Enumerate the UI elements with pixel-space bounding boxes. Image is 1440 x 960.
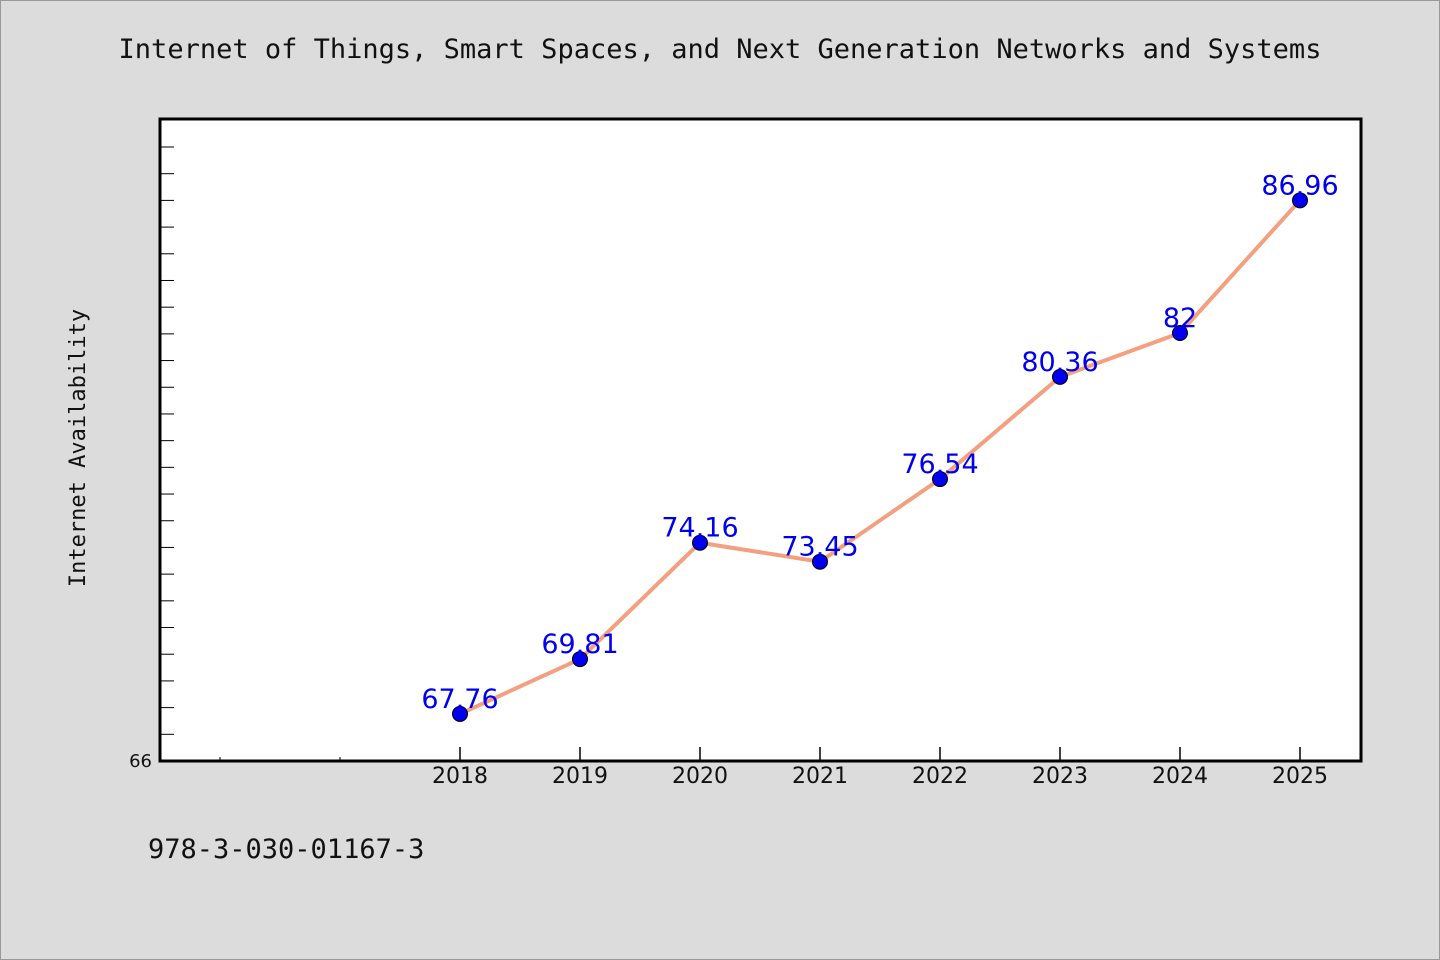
data-point xyxy=(932,471,948,488)
x-axis-tick-labels: 2018 2019 2020 2021 2022 2023 2024 2025 xyxy=(432,764,1328,789)
plot-area xyxy=(158,117,1363,763)
data-point xyxy=(1052,368,1068,385)
x-tick-label: 2020 xyxy=(672,764,728,789)
data-label: 74.16 xyxy=(661,513,738,544)
data-point xyxy=(572,651,588,668)
data-point xyxy=(692,534,708,551)
series-line xyxy=(458,198,1302,716)
chart-title: Internet of Things, Smart Spaces, and Ne… xyxy=(118,34,1322,65)
x-tick-label: 2023 xyxy=(1032,764,1088,789)
footnote-isbn: 978-3-030-01167-3 xyxy=(148,834,425,865)
data-label: 67.76 xyxy=(421,684,498,715)
x-axis-ticks xyxy=(219,747,1301,761)
data-point xyxy=(452,705,468,722)
data-label: 76.54 xyxy=(901,449,978,480)
data-points xyxy=(452,192,1308,722)
x-tick-label: 2022 xyxy=(912,764,968,789)
data-label: 86.96 xyxy=(1261,170,1338,201)
x-tick-label: 2024 xyxy=(1152,764,1208,789)
y-axis-title: Internet Availability xyxy=(66,309,91,587)
y-axis-ticks xyxy=(160,146,174,735)
data-label: 82 xyxy=(1163,303,1197,334)
data-point xyxy=(1292,192,1308,209)
x-tick-label: 2019 xyxy=(552,764,608,789)
data-label: 69.81 xyxy=(541,629,618,660)
y-tick-label: 66 xyxy=(129,751,152,772)
y-axis-tick-labels: 66 xyxy=(129,751,152,772)
x-tick-label: 2018 xyxy=(432,764,488,789)
data-point xyxy=(812,553,828,570)
data-label: 73.45 xyxy=(781,532,858,563)
x-tick-label: 2025 xyxy=(1272,764,1328,789)
data-labels: 67.76 69.81 74.16 73.45 76.54 80.36 82 86.96 xyxy=(421,170,1338,715)
x-tick-label: 2021 xyxy=(792,764,848,789)
data-point xyxy=(1172,325,1188,341)
data-label: 80.36 xyxy=(1021,347,1098,378)
